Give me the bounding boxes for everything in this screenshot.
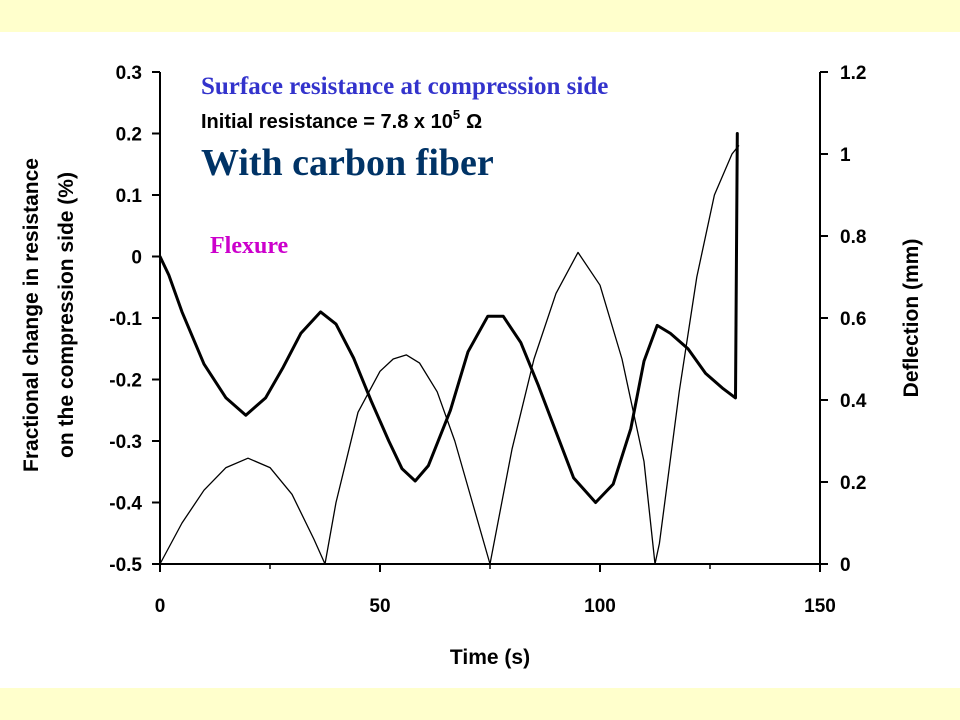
y-left-tick-label: -0.3 <box>109 432 142 453</box>
initial-resistance-prefix: Initial resistance = 7.8 x 10 <box>201 111 453 133</box>
top-band <box>0 0 960 32</box>
flexure-annotation: Flexure <box>210 233 289 259</box>
y-left-tick-label: -0.5 <box>109 555 142 576</box>
x-tick-label: 150 <box>804 596 836 617</box>
initial-resistance-exponent: 5 <box>453 107 460 122</box>
initial-resistance-annotation: Initial resistance = 7.8 x 105 Ω <box>201 107 482 133</box>
x-axis-title: Time (s) <box>450 646 530 669</box>
deflection-series-line <box>159 145 740 565</box>
surface-annotation: Surface resistance at compression side <box>201 73 608 100</box>
x-tick-label: 50 <box>369 596 390 617</box>
y-right-tick-label: 1 <box>840 145 851 166</box>
initial-resistance-unit: Ω <box>466 111 482 133</box>
y-left-tick-label: -0.4 <box>109 494 142 515</box>
resistance-series-line <box>158 132 739 504</box>
y-right-tick-label: 0.6 <box>840 309 866 330</box>
y-right-tick-label: 0.8 <box>840 227 866 248</box>
y-left-tick-label: 0 <box>131 248 142 269</box>
y-right-axis-title: Deflection (mm) <box>900 239 923 398</box>
y-left-tick-label: 0.2 <box>116 125 142 146</box>
bottom-band <box>0 688 960 720</box>
carbon-fiber-annotation: With carbon fiber <box>201 142 494 184</box>
y-left-tick-label: -0.2 <box>109 371 142 392</box>
y-left-tick-label: 0.3 <box>116 63 142 84</box>
y-left-axis-title-line1: Fractional change in resistance <box>20 158 43 472</box>
y-right-tick-label: 0.2 <box>840 473 866 494</box>
y-left-tick-label: -0.1 <box>109 309 142 330</box>
x-tick-label: 100 <box>584 596 616 617</box>
series-layer <box>158 132 740 565</box>
y-left-axis-title-line2: on the compression side (%) <box>55 172 78 458</box>
axes-layer: 0 50 100 1500.30.20.10-0.1-0.2-0.3-0.4-0.51… <box>109 63 867 617</box>
y-right-tick-label: 1.2 <box>840 63 866 84</box>
y-right-tick-label: 0 <box>840 555 851 576</box>
x-tick-label: 0 <box>155 596 166 617</box>
y-left-tick-label: 0.1 <box>116 186 143 207</box>
y-right-tick-label: 0.4 <box>840 391 867 412</box>
